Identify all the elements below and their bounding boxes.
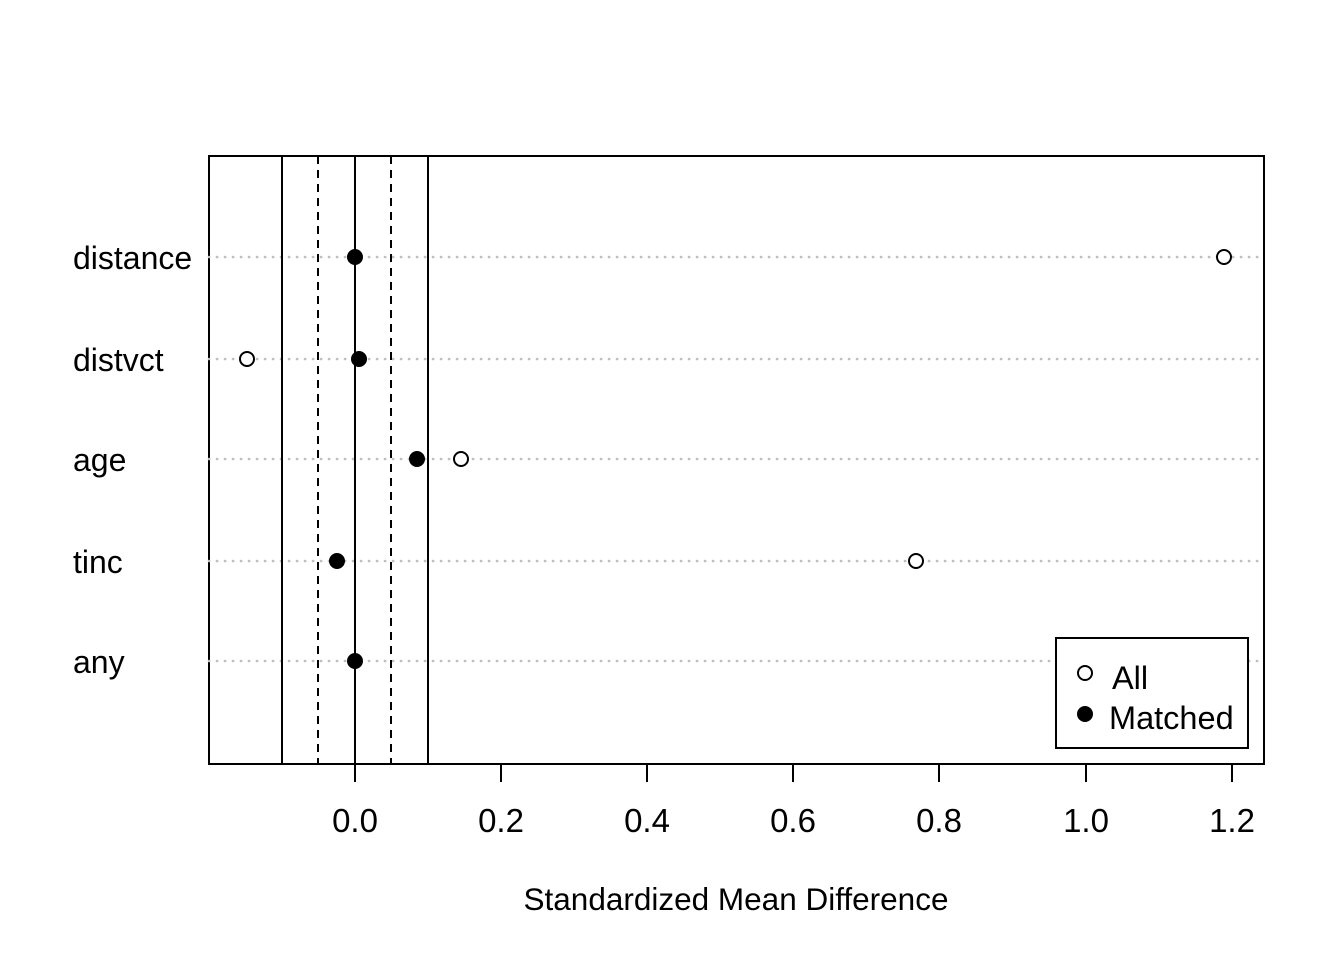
svg-text:distvct: distvct (73, 342, 164, 378)
svg-text:Matched: Matched (1109, 700, 1234, 736)
svg-text:distance: distance (73, 240, 192, 276)
svg-text:tinc: tinc (73, 544, 123, 580)
svg-text:0.8: 0.8 (916, 802, 962, 839)
svg-text:0.2: 0.2 (478, 802, 524, 839)
svg-text:1.2: 1.2 (1209, 802, 1255, 839)
svg-text:0.4: 0.4 (624, 802, 670, 839)
svg-text:Standardized Mean Difference: Standardized Mean Difference (524, 881, 949, 917)
svg-text:any: any (73, 644, 125, 680)
svg-text:0.6: 0.6 (770, 802, 816, 839)
svg-text:0.0: 0.0 (332, 802, 378, 839)
svg-text:All: All (1112, 660, 1148, 696)
svg-text:1.0: 1.0 (1063, 802, 1109, 839)
svg-text:age: age (73, 442, 126, 478)
